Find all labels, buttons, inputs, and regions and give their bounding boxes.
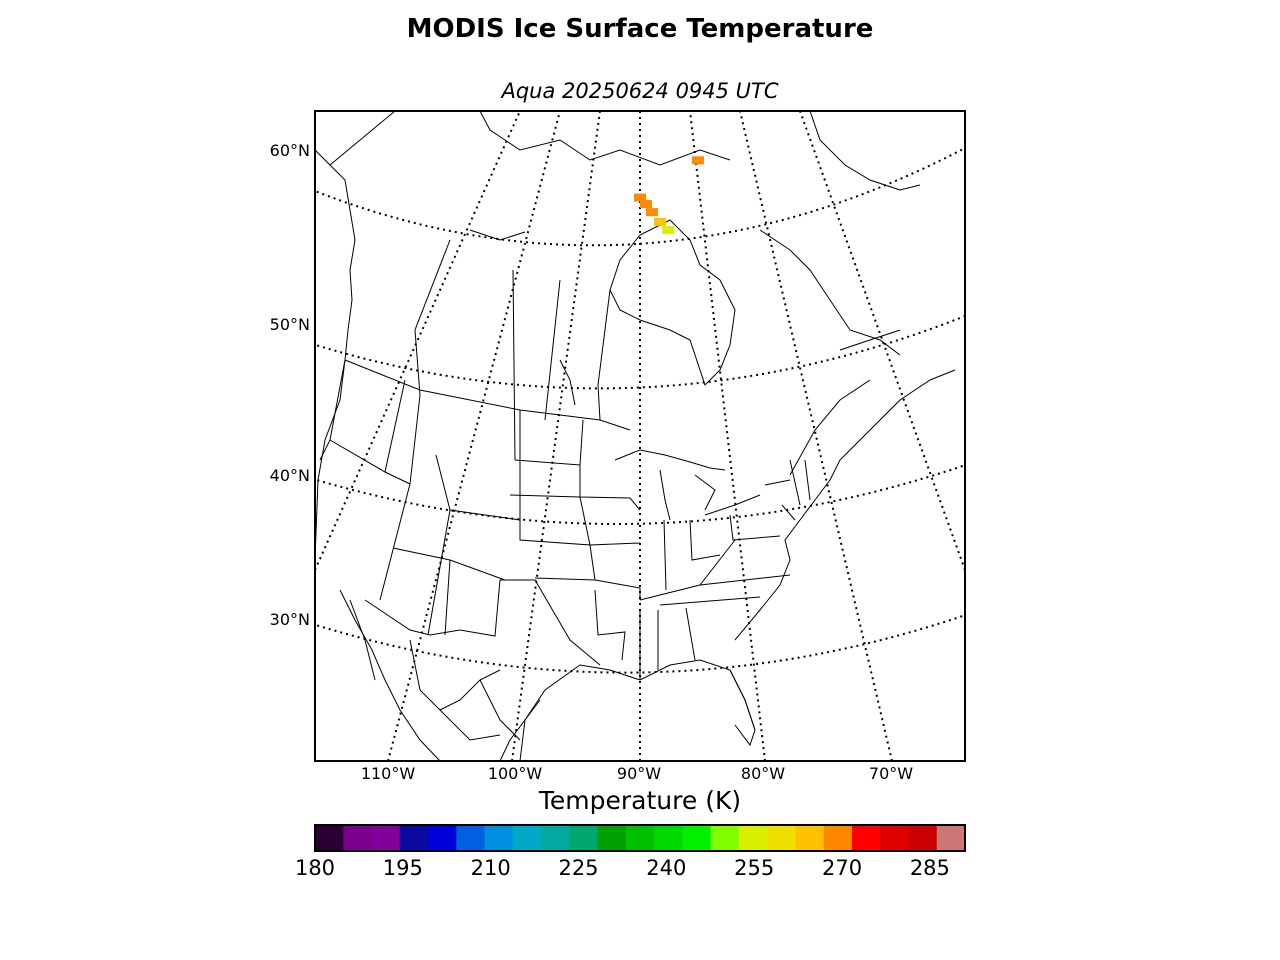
colorbar-segment — [371, 825, 401, 851]
ice-temperature-pixel — [647, 200, 652, 205]
ice-temperature-pixel — [695, 156, 700, 161]
colorbar-tick-label: 240 — [646, 856, 687, 880]
ice-temperature-pixel — [662, 221, 667, 226]
lat-label-30n: 30°N — [269, 610, 310, 629]
ice-temperature-pixel — [639, 200, 644, 205]
lat-label-50n: 50°N — [269, 315, 310, 334]
colorbar-segment — [654, 825, 683, 851]
colorbar-tick-label: 225 — [558, 856, 599, 880]
political-borders — [319, 111, 901, 680]
ice-temperature-pixel — [639, 204, 644, 209]
colorbar-segment — [399, 825, 429, 851]
ice-temperature-pixel — [643, 204, 648, 209]
colorbar-segment — [936, 825, 966, 851]
colorbar-tick-label: 180 — [294, 856, 336, 880]
ice-temperature-pixel — [662, 229, 667, 234]
lon-label-100w: 100°W — [487, 764, 543, 783]
ice-temperature-pixel — [642, 197, 647, 202]
colorbar — [315, 825, 966, 851]
colorbar-segment — [823, 825, 853, 851]
ice-temperature-pixel — [666, 229, 671, 234]
colorbar-tick-label: 285 — [909, 856, 950, 880]
ice-temperature-pixel — [691, 160, 696, 165]
colorbar-tick-label: 270 — [821, 856, 863, 880]
ice-temperature-pixel — [654, 221, 659, 226]
ice-temperature-pixel — [670, 229, 675, 234]
colorbar-segment — [682, 825, 712, 851]
ice-temperature-pixel — [699, 160, 704, 165]
colorbar-label: Temperature (K) — [538, 786, 742, 815]
map-frame — [314, 110, 966, 762]
map-subtitle: Aqua 20250624 0945 UTC — [501, 79, 779, 103]
ice-temperature-pixel — [638, 197, 643, 202]
ice-temperature-pixel — [653, 212, 658, 217]
colorbar-segment — [315, 825, 344, 851]
lon-label-70w: 70°W — [868, 764, 914, 783]
ice-temperature-pixel — [649, 208, 654, 213]
colorbar-segment — [851, 825, 881, 851]
coastlines — [315, 111, 956, 761]
ice-temperature-pixel — [670, 225, 675, 230]
ice-temperature-data — [634, 156, 704, 234]
ice-temperature-pixel — [642, 193, 647, 198]
colorbar-segment — [767, 825, 796, 851]
colorbar-frame — [314, 824, 966, 852]
lat-label-60n: 60°N — [269, 141, 310, 160]
ice-temperature-pixel — [666, 225, 671, 230]
ice-temperature-pixel — [654, 217, 659, 222]
basemap — [315, 111, 965, 761]
ice-temperature-pixel — [645, 208, 650, 213]
colorbar-segment — [456, 825, 486, 851]
colorbar-segment — [343, 825, 373, 851]
colorbar-segment — [710, 825, 740, 851]
ice-temperature-pixel — [695, 160, 700, 165]
colorbar-segment — [428, 825, 457, 851]
ice-temperature-pixel — [634, 197, 639, 202]
ice-temperature-pixel — [699, 156, 704, 161]
colorbar-segment — [597, 825, 627, 851]
colorbar-segment — [908, 825, 938, 851]
map-title: MODIS Ice Surface Temperature — [406, 14, 874, 44]
ice-temperature-pixel — [634, 193, 639, 198]
colorbar-segment — [569, 825, 599, 851]
colorbar-segment — [625, 825, 655, 851]
lon-label-80w: 80°W — [740, 764, 786, 783]
lat-label-40n: 40°N — [269, 466, 310, 485]
colorbar-segment — [795, 825, 825, 851]
lon-label-110w: 110°W — [360, 764, 416, 783]
colorbar-tick-label: 210 — [470, 856, 511, 880]
ice-temperature-pixel — [645, 212, 650, 217]
ice-temperature-pixel — [653, 208, 658, 213]
lon-label-90w: 90°W — [616, 764, 662, 783]
ice-temperature-pixel — [658, 221, 663, 226]
colorbar-segment — [738, 825, 768, 851]
ice-temperature-pixel — [638, 193, 643, 198]
colorbar-segment — [512, 825, 542, 851]
colorbar-segment — [484, 825, 514, 851]
colorbar-segment — [880, 825, 909, 851]
ice-temperature-pixel — [643, 200, 648, 205]
colorbar-tick-label: 195 — [382, 856, 423, 880]
ice-temperature-pixel — [658, 217, 663, 222]
colorbar-segment — [541, 825, 570, 851]
ice-temperature-pixel — [662, 217, 667, 222]
colorbar-tick-label: 255 — [734, 856, 775, 880]
mexico-states — [409, 639, 521, 741]
ice-temperature-pixel — [691, 156, 696, 161]
ice-temperature-pixel — [662, 225, 667, 230]
ice-temperature-pixel — [649, 212, 654, 217]
ice-temperature-pixel — [647, 204, 652, 209]
